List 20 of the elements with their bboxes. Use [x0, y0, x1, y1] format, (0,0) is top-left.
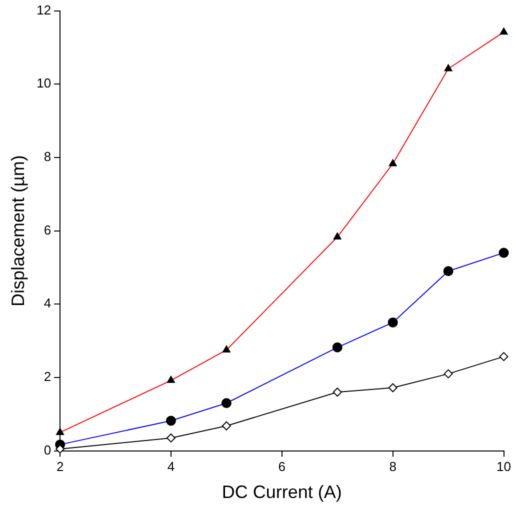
point [499, 352, 508, 362]
x-tick-label: 2 [56, 459, 64, 474]
x-tick-label: 4 [167, 459, 175, 474]
point [444, 369, 453, 378]
y-axis-title: Displacement (µm) [8, 155, 28, 307]
x-axis-title: DC Current (A) [222, 482, 342, 502]
point [388, 383, 398, 392]
x-tick-label: 10 [496, 459, 512, 474]
y-tick-label: 6 [44, 222, 52, 238]
y-tick-label: 12 [36, 2, 52, 18]
y-tick-label: 4 [44, 296, 52, 311]
y-tick-label: 2 [44, 369, 52, 384]
y-tick-label: 8 [44, 149, 52, 164]
point [222, 421, 231, 430]
x-tick-label: 6 [278, 459, 286, 474]
x-tick-label: 8 [389, 459, 396, 474]
point [166, 433, 176, 442]
point [332, 388, 342, 397]
y-tick-label: 10 [36, 76, 52, 91]
y-tick-label: 0 [44, 442, 52, 458]
